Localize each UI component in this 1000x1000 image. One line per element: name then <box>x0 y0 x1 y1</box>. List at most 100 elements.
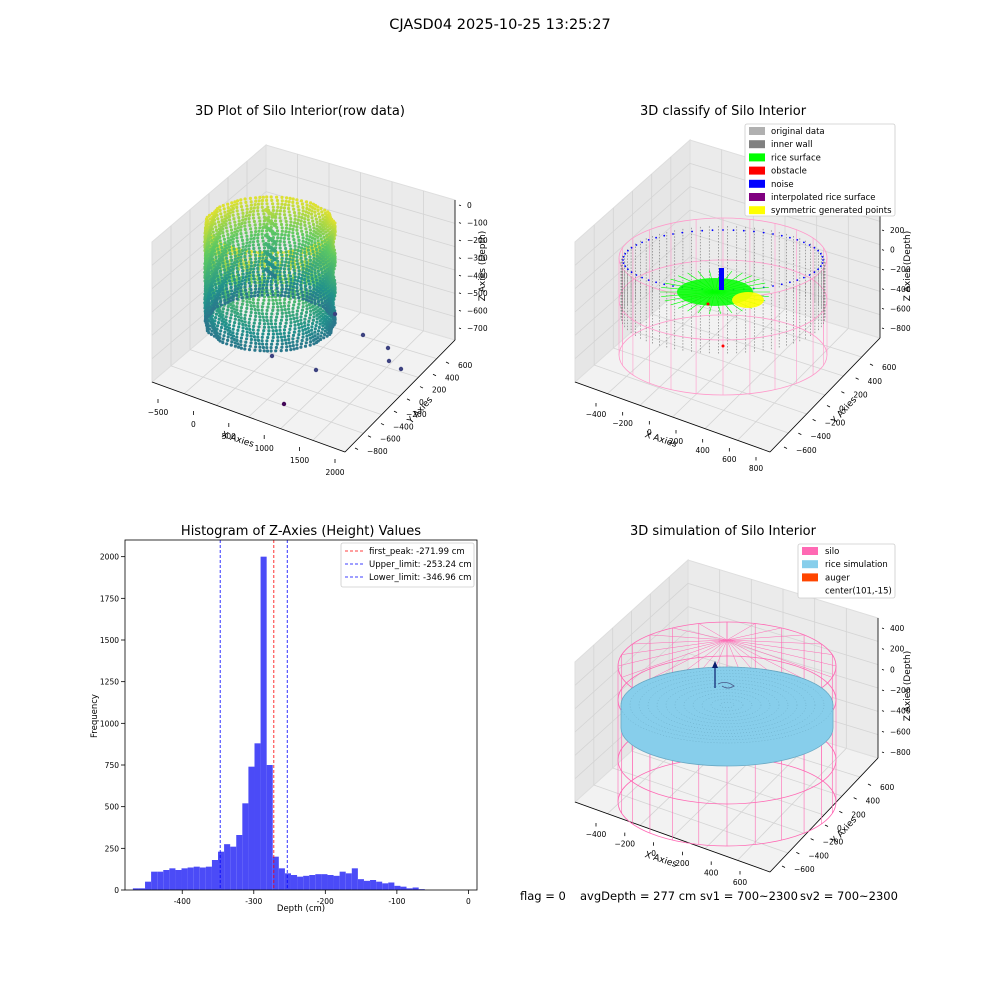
p1-data-point <box>257 216 261 220</box>
p1-data-point <box>273 322 278 326</box>
p1-data-point <box>312 315 316 319</box>
p1-data-point <box>245 268 249 272</box>
p1-data-point <box>308 258 313 262</box>
p1-data-point <box>260 229 264 233</box>
p1-data-point <box>258 345 262 349</box>
p1-data-point <box>229 265 233 269</box>
p1-data-point <box>235 297 239 301</box>
p1-data-point <box>287 304 291 308</box>
p1-data-point <box>229 235 234 239</box>
p1-data-point <box>317 242 321 246</box>
p1-data-point <box>318 215 322 219</box>
p2-x-tick-label: −200 <box>612 419 633 428</box>
p2-z-tick-label: −600 <box>890 304 911 313</box>
p1-data-point <box>283 243 287 247</box>
p1-data-point <box>313 298 317 302</box>
p1-data-point <box>241 329 245 333</box>
p1-data-point <box>280 260 284 264</box>
p1-data-point <box>215 301 219 305</box>
p2-y-tick <box>841 391 845 394</box>
p1-data-point <box>270 276 274 280</box>
p1-data-point <box>327 293 331 297</box>
p1-data-point <box>315 220 319 224</box>
p1-data-point <box>235 308 239 312</box>
p1-data-point <box>239 232 243 236</box>
p1-data-point <box>226 202 230 206</box>
p1-data-point <box>304 314 308 318</box>
p1-data-point <box>224 222 228 227</box>
p1-data-point <box>279 280 283 284</box>
p1-data-point <box>229 228 234 232</box>
p1-outlier-point <box>281 401 287 407</box>
hist-x-tick-label: -200 <box>317 897 334 906</box>
p1-data-point <box>265 312 269 316</box>
p1-data-point <box>233 261 237 265</box>
p1-data-point <box>256 209 260 213</box>
p1-data-point <box>253 263 257 267</box>
p1-data-point <box>225 260 229 264</box>
p1-data-point <box>247 281 251 285</box>
p2-noise-point <box>701 229 704 232</box>
p2-rice-surface-ray <box>697 270 716 293</box>
hist-bar <box>394 885 401 890</box>
p1-data-point <box>326 228 330 233</box>
p1-data-point <box>254 257 258 261</box>
p1-data-point <box>283 216 287 220</box>
p1-data-point <box>296 235 300 239</box>
p1-data-point <box>240 235 244 239</box>
p1-data-point <box>313 295 317 299</box>
p1-data-point <box>236 199 240 203</box>
p1-data-point <box>257 311 261 315</box>
p1-data-point <box>293 278 297 282</box>
p1-data-point <box>311 249 315 254</box>
p1-data-point <box>217 314 221 318</box>
p4-y-axis-line <box>769 757 879 873</box>
p1-data-point <box>324 291 328 295</box>
p1-data-point <box>271 305 275 309</box>
p1-data-point <box>239 343 243 347</box>
p1-data-point <box>282 304 287 308</box>
p1-data-point <box>215 271 219 275</box>
p2-legend-swatch <box>749 193 765 201</box>
p1-data-point <box>270 312 274 316</box>
p1-data-point <box>223 298 227 302</box>
p1-data-point <box>291 234 295 238</box>
p1-data-point <box>226 338 230 342</box>
p1-data-point <box>323 211 327 216</box>
p1-data-point <box>301 305 305 309</box>
p2-rice-surface-ray <box>661 291 716 297</box>
p1-data-point <box>289 321 293 325</box>
p2-z-tick <box>881 308 885 310</box>
p1-data-point <box>260 335 264 339</box>
p1-data-point <box>305 291 309 295</box>
p1-data-point <box>266 276 271 280</box>
p1-data-point <box>236 270 240 274</box>
p1-data-point <box>310 216 314 220</box>
p1-data-point <box>248 314 253 318</box>
p2-legend-label: inner wall <box>771 140 812 150</box>
p1-data-point <box>215 336 219 340</box>
p1-data-point <box>256 328 260 332</box>
p1-data-point <box>212 233 216 238</box>
p1-data-point <box>245 303 249 307</box>
p1-data-point <box>311 321 315 326</box>
p1-data-point <box>233 250 237 255</box>
p1-data-point <box>318 322 322 326</box>
p1-data-point <box>251 270 255 274</box>
hist-bar <box>248 766 255 890</box>
p1-data-point <box>225 311 229 315</box>
p1-outlier-point <box>269 353 275 359</box>
p1-data-point <box>296 205 300 209</box>
p1-data-point <box>276 278 280 282</box>
p1-data-point <box>310 297 314 301</box>
p1-data-point <box>227 248 232 252</box>
p2-y-tick-label: 400 <box>868 377 883 386</box>
p4-z-tick-label: 200 <box>890 645 905 654</box>
p1-data-point <box>257 290 261 294</box>
p4-y-tick <box>839 810 843 814</box>
p1-data-point <box>212 218 217 222</box>
p1-data-point <box>237 318 241 322</box>
p4-y-tick <box>853 797 857 800</box>
p1-data-point <box>270 342 274 346</box>
p1-data-point <box>214 316 218 320</box>
